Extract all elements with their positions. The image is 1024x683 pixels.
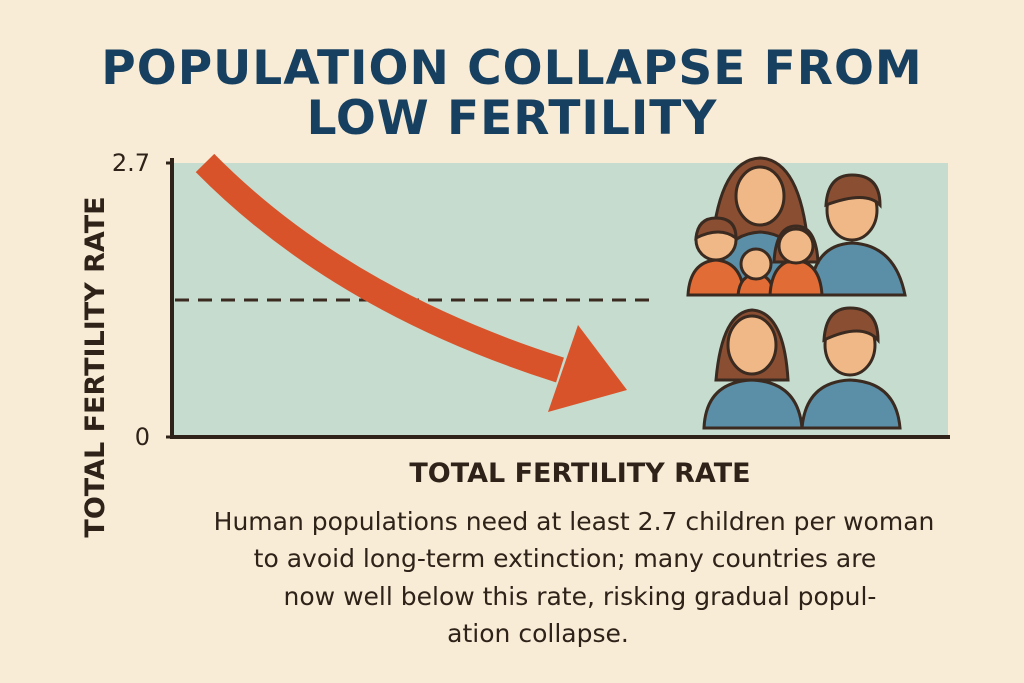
title-line: LOW FERTILITY [307,91,718,146]
arrow-head [548,325,627,412]
trend-arrow [195,153,564,383]
description-line: to avoid long-term extinction; many coun… [254,544,877,573]
description-line: ation collapse. [447,619,629,648]
y-tick-label: 2.7 [112,149,150,177]
x-axis-label: TOTAL FERTILITY RATE [409,458,750,489]
description-line: now well below this rate, risking gradua… [284,582,877,611]
people-illustration [686,156,907,430]
title-line: POPULATION COLLAPSE FROM [101,41,922,96]
description-line: Human populations need at least 2.7 chil… [214,507,935,536]
y-tick-label: 0 [135,423,150,451]
y-axis-label: TOTAL FERTILITY RATE [80,196,111,537]
